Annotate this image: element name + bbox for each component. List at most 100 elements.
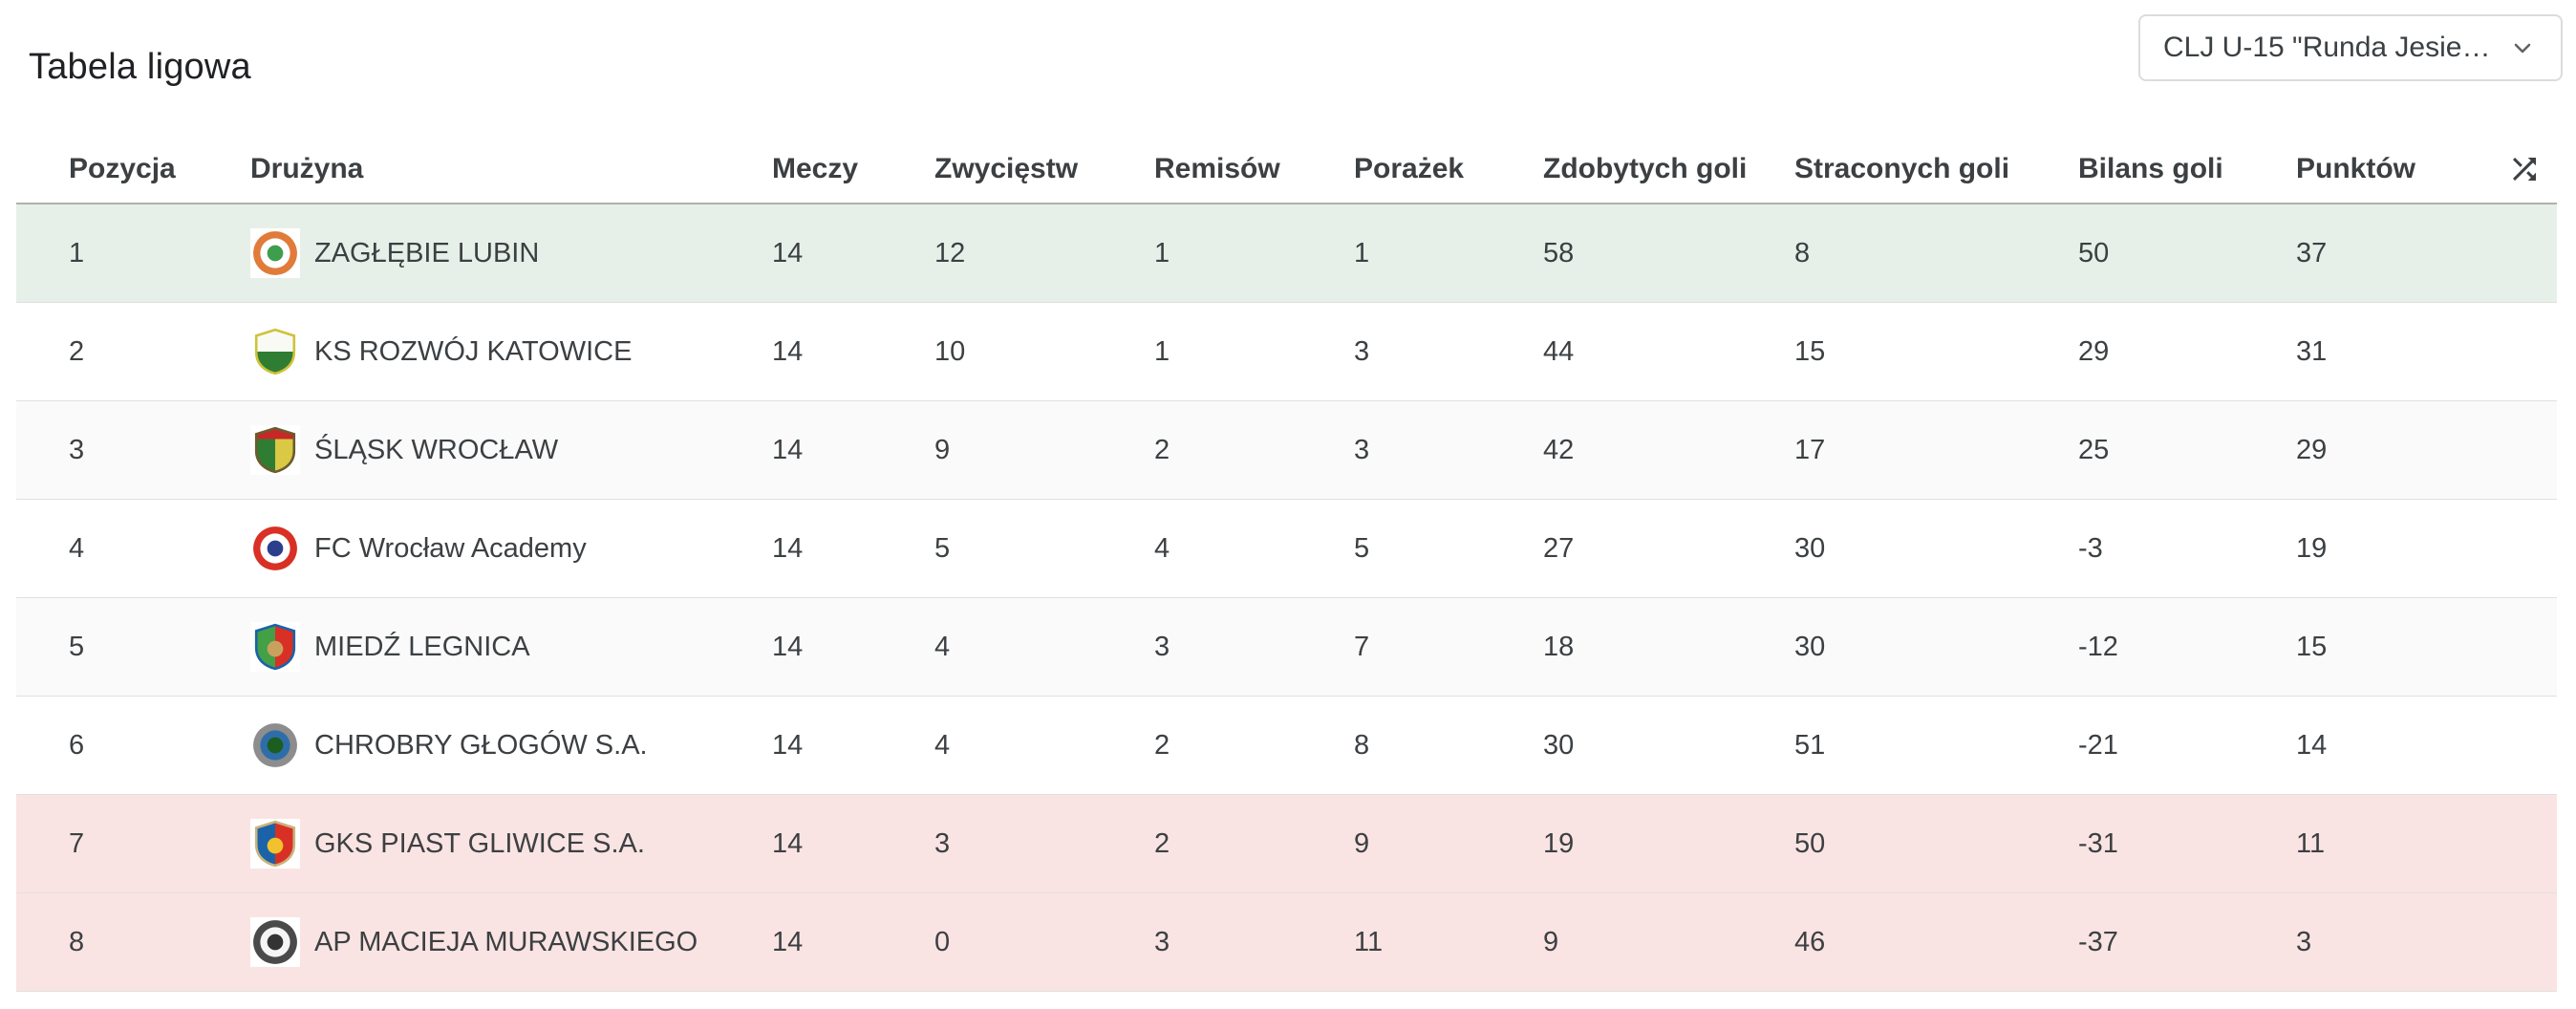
wins-cell: 5 — [934, 532, 951, 564]
goals-against-cell: 30 — [1794, 631, 1826, 662]
table-row[interactable]: 8 AP MACIEJA MURAWSKIEGO 14 0 3 11 9 46 -37 3 — [16, 893, 2557, 992]
draws-cell: 3 — [1154, 631, 1170, 662]
team-cell: CHROBRY GŁOGÓW S.A. — [250, 720, 772, 770]
chevron-down-icon — [2498, 34, 2536, 61]
goals-against-cell: 17 — [1794, 434, 1826, 465]
team-name: ŚLĄSK WROCŁAW — [314, 434, 559, 465]
competition-select-value: CLJ U-15 "Runda Jesienna G… — [2163, 32, 2498, 63]
losses-cell: 3 — [1354, 335, 1370, 367]
wins-cell: 4 — [934, 631, 951, 662]
draws-cell: 2 — [1154, 434, 1170, 465]
team-crest-icon — [250, 917, 300, 967]
goals-against-cell: 50 — [1794, 827, 1826, 859]
goal-balance-cell: -37 — [2078, 926, 2118, 957]
losses-cell: 8 — [1354, 729, 1370, 761]
matches-cell: 14 — [772, 532, 804, 564]
goals-for-cell: 9 — [1543, 926, 1559, 957]
goals-for-cell: 19 — [1543, 827, 1575, 859]
team-name: KS ROZWÓJ KATOWICE — [314, 335, 633, 367]
team-cell: KS ROZWÓJ KATOWICE — [250, 327, 772, 376]
losses-cell: 9 — [1354, 827, 1370, 859]
goal-balance-cell: -12 — [2078, 631, 2118, 662]
wins-cell: 9 — [934, 434, 951, 465]
losses-cell: 5 — [1354, 532, 1370, 564]
matches-cell: 14 — [772, 729, 804, 761]
table-row[interactable]: 3 ŚLĄSK WROCŁAW 14 9 2 3 42 17 25 29 — [16, 401, 2557, 500]
wins-cell: 10 — [934, 335, 966, 367]
table-row[interactable]: 1 ZAGŁĘBIE LUBIN 14 12 1 1 58 8 50 37 — [16, 204, 2557, 303]
column-header-remisow: Remisów — [1154, 152, 1280, 184]
team-name: CHROBRY GŁOGÓW S.A. — [314, 729, 648, 761]
team-name: GKS PIAST GLIWICE S.A. — [314, 827, 645, 859]
losses-cell: 11 — [1354, 926, 1384, 957]
column-header-druzyna: Drużyna — [250, 152, 364, 184]
table-row[interactable]: 7 GKS PIAST GLIWICE S.A. 14 3 2 9 19 50 -31 11 — [16, 795, 2557, 893]
matches-cell: 14 — [772, 434, 804, 465]
matches-cell: 14 — [772, 926, 804, 957]
wins-cell: 4 — [934, 729, 951, 761]
position-cell: 3 — [69, 434, 85, 465]
points-cell: 11 — [2296, 827, 2326, 859]
wins-cell: 0 — [934, 926, 951, 957]
goals-for-cell: 27 — [1543, 532, 1575, 564]
team-name: ZAGŁĘBIE LUBIN — [314, 237, 540, 268]
goal-balance-cell: -21 — [2078, 729, 2118, 761]
goals-against-cell: 30 — [1794, 532, 1826, 564]
goal-balance-cell: 25 — [2078, 434, 2110, 465]
team-cell: GKS PIAST GLIWICE S.A. — [250, 819, 772, 869]
team-name: MIEDŹ LEGNICA — [314, 631, 530, 662]
column-header-porazek: Porażek — [1354, 152, 1465, 184]
points-cell: 31 — [2296, 335, 2328, 367]
points-cell: 37 — [2296, 237, 2328, 268]
page-title: Tabela ligowa — [29, 47, 251, 88]
team-cell: ZAGŁĘBIE LUBIN — [250, 228, 772, 278]
points-cell: 3 — [2296, 926, 2312, 957]
wins-cell: 3 — [934, 827, 951, 859]
draws-cell: 1 — [1154, 335, 1170, 367]
column-header-zdobytych-goli: Zdobytych goli — [1543, 152, 1748, 184]
column-header-pozycja: Pozycja — [69, 152, 176, 184]
draws-cell: 3 — [1154, 926, 1170, 957]
position-cell: 4 — [69, 532, 85, 564]
competition-select[interactable]: CLJ U-15 "Runda Jesienna G… — [2138, 14, 2563, 81]
team-cell: ŚLĄSK WROCŁAW — [250, 425, 772, 475]
shuffle-button[interactable] — [2501, 146, 2547, 192]
column-header-straconych-goli: Straconych goli — [1794, 152, 2010, 184]
matches-cell: 14 — [772, 335, 804, 367]
matches-cell: 14 — [772, 827, 804, 859]
goals-for-cell: 44 — [1543, 335, 1575, 367]
team-crest-icon — [250, 819, 300, 869]
table-row[interactable]: 4 FC Wrocław Academy 14 5 4 5 27 30 -3 19 — [16, 500, 2557, 598]
goals-against-cell: 46 — [1794, 926, 1826, 957]
table-body: 1 ZAGŁĘBIE LUBIN 14 12 1 1 58 8 50 37 2 KS ROZWÓJ K… — [16, 204, 2557, 992]
wins-cell: 12 — [934, 237, 966, 268]
matches-cell: 14 — [772, 237, 804, 268]
table-row[interactable]: 5 MIEDŹ LEGNICA 14 4 3 7 18 30 -12 15 — [16, 598, 2557, 697]
goals-against-cell: 8 — [1794, 237, 1811, 268]
losses-cell: 7 — [1354, 631, 1370, 662]
column-header-meczy: Meczy — [772, 152, 859, 184]
losses-cell: 3 — [1354, 434, 1370, 465]
goal-balance-cell: -3 — [2078, 532, 2103, 564]
goals-for-cell: 42 — [1543, 434, 1575, 465]
team-crest-icon — [250, 327, 300, 376]
column-header-punktow: Punktów — [2296, 152, 2415, 184]
position-cell: 5 — [69, 631, 85, 662]
table-row[interactable]: 6 CHROBRY GŁOGÓW S.A. 14 4 2 8 30 51 -21 14 — [16, 697, 2557, 795]
column-header-zwyciestw: Zwycięstw — [934, 152, 1079, 184]
shuffle-icon — [2507, 152, 2542, 186]
goals-for-cell: 30 — [1543, 729, 1575, 761]
losses-cell: 1 — [1354, 237, 1370, 268]
team-crest-icon — [250, 524, 300, 573]
goals-against-cell: 51 — [1794, 729, 1826, 761]
goal-balance-cell: -31 — [2078, 827, 2118, 859]
goal-balance-cell: 50 — [2078, 237, 2110, 268]
position-cell: 2 — [69, 335, 85, 367]
table-row[interactable]: 2 KS ROZWÓJ KATOWICE 14 10 1 3 44 15 29 31 — [16, 303, 2557, 401]
position-cell: 8 — [69, 926, 85, 957]
draws-cell: 2 — [1154, 729, 1170, 761]
team-name: FC Wrocław Academy — [314, 532, 587, 564]
goals-for-cell: 58 — [1543, 237, 1575, 268]
league-table: Pozycja Drużyna Meczy Zwycięstw Remisów Poraż… — [16, 135, 2557, 992]
matches-cell: 14 — [772, 631, 804, 662]
